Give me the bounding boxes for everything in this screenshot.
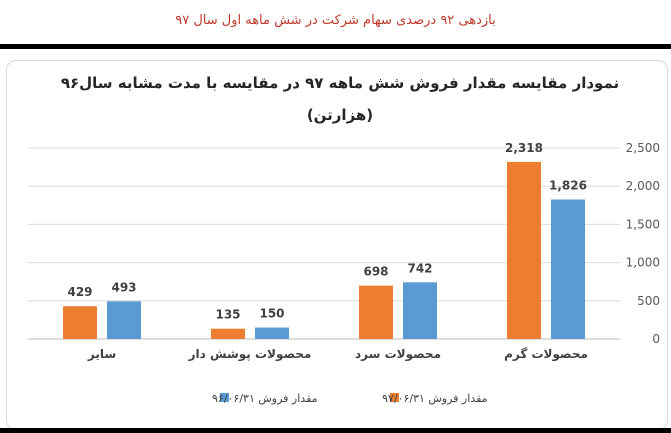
category-label: محصولات پوشش دار xyxy=(188,347,312,362)
data-label: 429 xyxy=(67,285,92,299)
legend-label: مقدار فروش ۹۷/۰۶/۳۱ xyxy=(382,392,488,405)
chart-subtitle: (هزارتن) xyxy=(307,106,373,124)
legend: مقدار فروش ۹۷/۰۶/۳۱ مقدار فروش ۹۶/۰۶/۳۱ xyxy=(212,392,488,405)
y-tick-label: 0 xyxy=(652,332,660,346)
category-label: محصولات گرم xyxy=(504,347,588,362)
data-label: 1,826 xyxy=(549,178,587,192)
legend-swatch xyxy=(220,393,229,402)
bar xyxy=(211,328,245,339)
category-label: محصولات سرد xyxy=(355,347,441,362)
data-label: 698 xyxy=(363,265,388,279)
top-banner: بازدهی ۹۲ درصدی سهام شرکت در شش ماهه اول… xyxy=(0,0,671,44)
bars xyxy=(63,161,585,339)
bar xyxy=(359,285,393,339)
bar xyxy=(551,199,585,339)
bar xyxy=(507,161,541,339)
bar xyxy=(255,327,289,339)
data-label: 135 xyxy=(215,308,240,322)
bar xyxy=(63,306,97,339)
legend-swatch xyxy=(390,393,399,402)
bar xyxy=(403,282,437,339)
y-tick-label: 2,000 xyxy=(626,179,660,193)
y-tick-label: 2,500 xyxy=(626,141,660,155)
y-tick-label: 1,000 xyxy=(626,256,660,270)
banner-title: بازدهی ۹۲ درصدی سهام شرکت در شش ماهه اول… xyxy=(175,13,496,28)
bottom-divider xyxy=(0,428,671,433)
top-divider xyxy=(0,44,671,49)
y-tick-label: 500 xyxy=(637,294,660,308)
chart-title: نمودار مقایسه مقدار فروش شش ماهه ۹۷ در م… xyxy=(61,74,619,92)
data-label: 150 xyxy=(259,307,284,321)
y-tick-label: 1,500 xyxy=(626,217,660,231)
data-label: 742 xyxy=(407,261,432,275)
legend-label: مقدار فروش ۹۶/۰۶/۳۱ xyxy=(212,392,318,405)
labels: 0 500 1,000 1,500 2,000 2,500 429 493 سایر 135 150… xyxy=(67,141,660,362)
category-label: سایر xyxy=(87,347,116,361)
data-label: 2,318 xyxy=(505,141,543,155)
bar xyxy=(107,301,141,339)
data-label: 493 xyxy=(111,280,136,294)
